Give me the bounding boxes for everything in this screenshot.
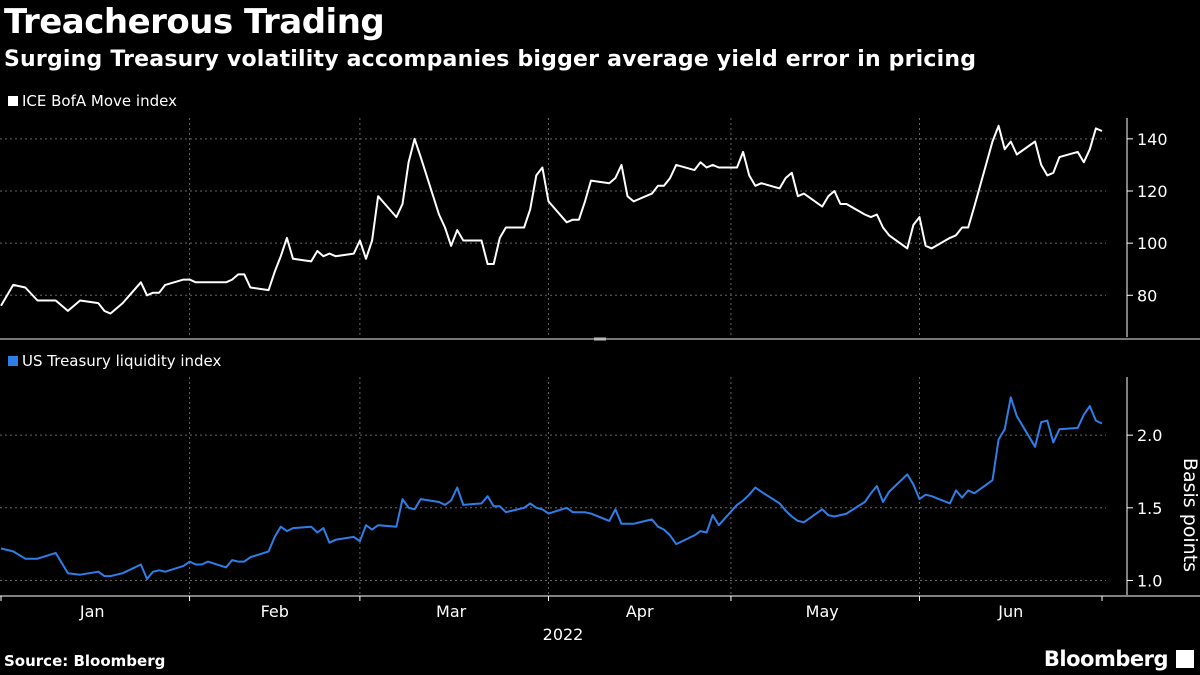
legend-swatch-move	[8, 96, 18, 106]
brand-logo-text: Bloomberg	[1043, 647, 1169, 671]
x-month-label-jun: Jun	[997, 602, 1023, 621]
move-ytick-label-3: 140	[1137, 130, 1168, 149]
x-month-label-mar: Mar	[436, 602, 467, 621]
move-series-line	[0, 124, 1103, 315]
x-month-label-feb: Feb	[261, 602, 289, 621]
x-month-label-jan: Jan	[79, 602, 105, 621]
liquidity-series-line	[0, 396, 1103, 580]
liquidity-ytick-label-1: 1.5	[1137, 499, 1162, 518]
chart-subtitle: Surging Treasury volatility accompanies …	[4, 47, 977, 72]
x-month-label-may: May	[806, 602, 839, 621]
chart-title: Treacherous Trading	[4, 2, 385, 42]
legend-move: ICE BofA Move index	[8, 92, 177, 110]
legend-liquidity: US Treasury liquidity index	[8, 352, 221, 370]
legend-label-liquidity: US Treasury liquidity index	[22, 352, 222, 370]
liquidity-ytick-label-0: 1.0	[1137, 571, 1162, 590]
brand-mark-icon	[1176, 650, 1194, 668]
legend-label-move: ICE BofA Move index	[22, 92, 177, 110]
y-axis-title: Basis points	[1179, 458, 1200, 572]
x-year-label: 2022	[543, 625, 584, 644]
move-ytick-label-0: 80	[1137, 286, 1157, 305]
move-ytick-label-2: 120	[1137, 182, 1168, 201]
source-note: Source: Bloomberg	[4, 652, 166, 670]
x-month-label-apr: Apr	[626, 602, 654, 621]
liquidity-ytick-label-2: 2.0	[1137, 426, 1162, 445]
move-ytick-label-1: 100	[1137, 234, 1168, 253]
legend-swatch-liquidity	[8, 356, 18, 366]
